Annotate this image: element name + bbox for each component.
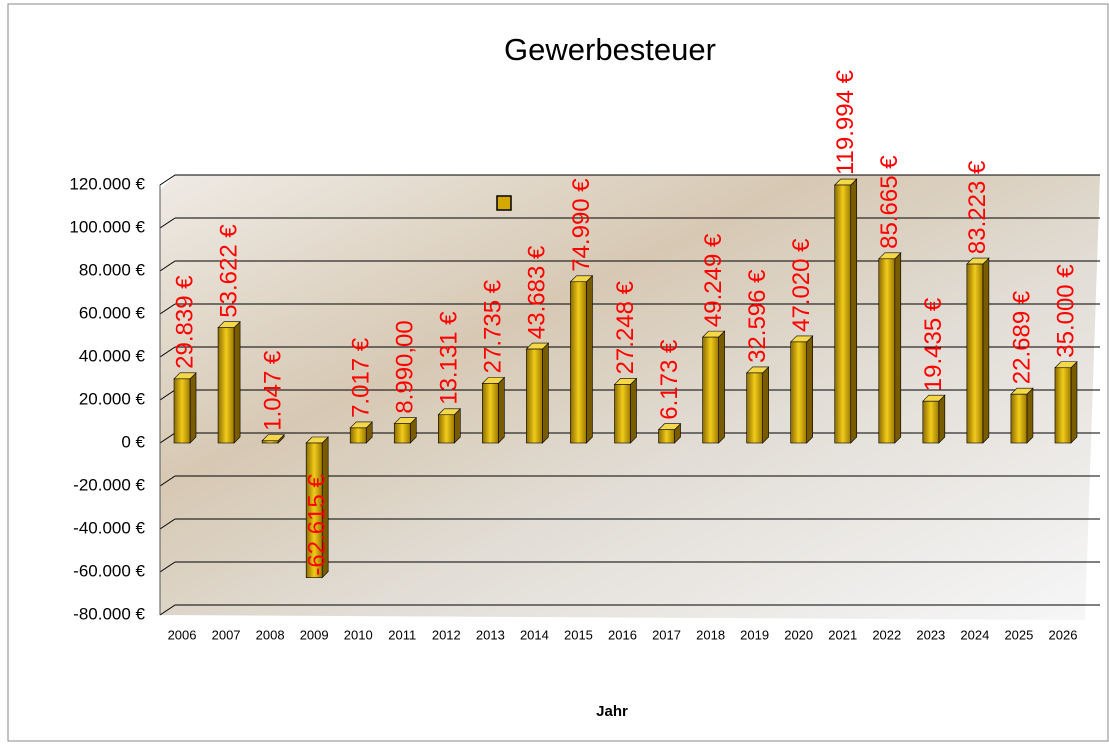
value-label: 35.000 € — [1052, 264, 1079, 358]
value-label: 32.596 € — [744, 269, 771, 363]
bar — [350, 428, 366, 443]
x-tick-label: 2026 — [1049, 627, 1078, 642]
y-tick-label: -80.000 € — [73, 604, 145, 623]
bar-side — [939, 395, 945, 443]
x-tick-label: 2012 — [432, 627, 461, 642]
bar — [1011, 394, 1027, 443]
x-tick-label: 2013 — [476, 627, 505, 642]
value-label: 27.248 € — [612, 280, 639, 374]
bar-side — [763, 367, 769, 443]
value-label: 8.990,00 — [392, 320, 419, 413]
value-label: 7.017 € — [348, 337, 375, 418]
bar — [174, 379, 190, 443]
x-tick-label: 2023 — [916, 627, 945, 642]
value-label: 1.047 € — [259, 350, 286, 431]
y-tick-label: -40.000 € — [73, 518, 145, 537]
bar-side — [1027, 388, 1033, 443]
value-label: 49.249 € — [700, 233, 727, 327]
x-tick-label: 2011 — [388, 627, 416, 642]
x-tick-label: 2025 — [1004, 627, 1033, 642]
bar — [482, 383, 498, 443]
value-label: 119.994 € — [832, 69, 859, 175]
value-label: 27.735 € — [480, 279, 507, 373]
bar-side — [631, 378, 637, 443]
bar — [747, 373, 763, 443]
x-tick-label: 2008 — [256, 627, 285, 642]
bar-side — [498, 377, 504, 443]
x-tick-label: 2017 — [652, 627, 681, 642]
value-label: 19.435 € — [920, 297, 947, 391]
value-label: 74.990 € — [568, 178, 595, 272]
y-tick-label: 120.000 € — [69, 174, 145, 193]
bar — [791, 342, 807, 443]
bar-side — [586, 276, 592, 443]
x-tick-label: 2022 — [872, 627, 901, 642]
bar — [659, 430, 675, 443]
x-tick-label: 2007 — [212, 627, 241, 642]
y-tick-label: 40.000 € — [79, 346, 146, 365]
value-label: 6.173 € — [656, 339, 683, 420]
x-tick-label: 2014 — [520, 627, 549, 642]
bar — [923, 401, 939, 443]
bar — [218, 328, 234, 443]
bar — [570, 282, 586, 443]
x-tick-label: 2009 — [300, 627, 329, 642]
value-label: 85.665 € — [876, 155, 903, 249]
bar-side — [719, 331, 725, 443]
x-tick-label: 2024 — [960, 627, 989, 642]
bar-side — [807, 336, 813, 443]
value-label: 43.683 € — [524, 245, 551, 339]
x-tick-label: 2020 — [784, 627, 813, 642]
legend-key — [497, 196, 511, 210]
x-axis-title: Jahr — [596, 703, 628, 720]
x-tick-label: 2010 — [344, 627, 373, 642]
y-tick-label: 100.000 € — [69, 217, 145, 236]
bar-side — [234, 322, 240, 443]
bar-side — [895, 253, 901, 443]
value-label: 47.020 € — [788, 238, 815, 332]
y-tick-label: -60.000 € — [73, 561, 145, 580]
value-label: 13.131 € — [436, 311, 463, 405]
x-tick-label: 2018 — [696, 627, 725, 642]
x-tick-label: 2016 — [608, 627, 637, 642]
bar-side — [1071, 362, 1077, 443]
y-tick-label: 20.000 € — [79, 389, 146, 408]
bar-side — [851, 179, 857, 443]
bar — [967, 264, 983, 443]
bar — [879, 259, 895, 443]
x-tick-label: 2019 — [740, 627, 769, 642]
bar — [262, 441, 278, 443]
bar — [703, 337, 719, 443]
value-label: 83.223 € — [964, 160, 991, 254]
x-tick-label: 2006 — [168, 627, 197, 642]
value-label: 22.689 € — [1008, 290, 1035, 384]
bar — [615, 384, 631, 443]
bar — [1055, 368, 1071, 443]
bar-side — [190, 373, 196, 443]
bar-side — [542, 343, 548, 443]
x-tick-label: 2015 — [564, 627, 593, 642]
bar — [394, 424, 410, 443]
value-label: -62.615 € — [304, 474, 331, 576]
y-tick-label: 60.000 € — [79, 303, 146, 322]
chart-title: Gewerbesteuer — [504, 32, 716, 67]
bar — [526, 349, 542, 443]
bar-side — [983, 258, 989, 443]
x-tick-label: 2021 — [828, 627, 857, 642]
value-label: 53.622 € — [215, 224, 242, 318]
y-tick-label: 0 € — [121, 432, 145, 451]
bar — [438, 415, 454, 443]
chart: Gewerbesteuer Jahr -80.000 € -60.000 € -40… — [0, 0, 1109, 742]
y-tick-label: 80.000 € — [79, 260, 146, 279]
bar — [835, 185, 851, 443]
value-label: 29.839 € — [171, 275, 198, 369]
y-tick-label: -20.000 € — [73, 475, 145, 494]
